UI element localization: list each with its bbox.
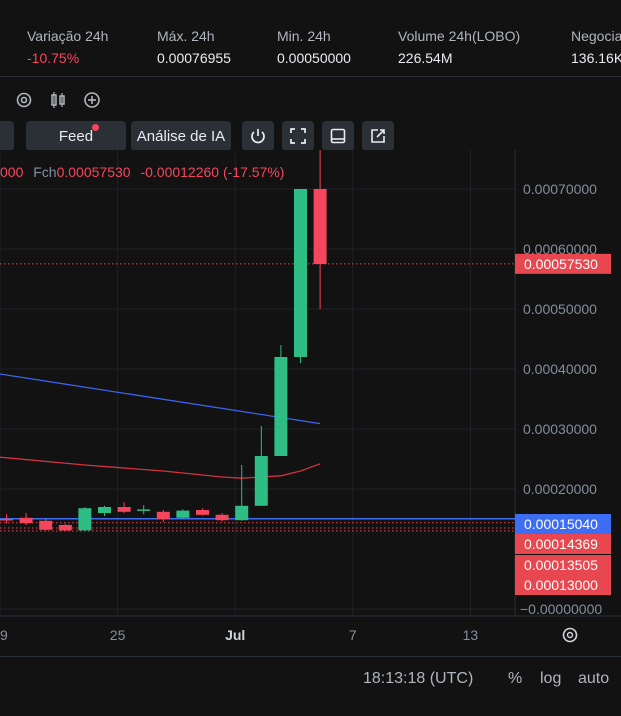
share-button[interactable] bbox=[362, 121, 394, 151]
fullscreen-button[interactable] bbox=[282, 121, 314, 151]
candle-body bbox=[215, 514, 229, 521]
y-tick-label: 0.00070000 bbox=[523, 181, 597, 197]
axis-settings-icon bbox=[562, 627, 578, 643]
candle-body bbox=[39, 520, 53, 530]
candle-body bbox=[137, 509, 151, 511]
legend-close-key: Fch bbox=[33, 164, 57, 180]
candle-body bbox=[0, 519, 13, 521]
fullscreen-icon bbox=[290, 128, 306, 144]
ma-line-blue bbox=[0, 373, 321, 425]
candle-body bbox=[313, 189, 327, 264]
price-tag-label: 0.00014369 bbox=[524, 536, 598, 552]
x-tick-label: 7 bbox=[349, 627, 357, 643]
x-tick-label: 19 bbox=[0, 627, 8, 643]
stat-value: 0.00076955 bbox=[157, 50, 231, 66]
feed-button[interactable]: Feed bbox=[26, 121, 126, 151]
utc-time: 18:13:18 (UTC) bbox=[363, 670, 474, 687]
stat-label: Variação 24h bbox=[27, 28, 109, 44]
y-tick-label: 0.00060000 bbox=[523, 241, 597, 257]
x-tick-label: 13 bbox=[463, 627, 479, 643]
ma-line-red bbox=[0, 456, 321, 479]
market-stats-bar: Variação 24h -10.75% Máx. 24h 0.00076955… bbox=[0, 0, 621, 77]
feed-label: Feed bbox=[58, 127, 94, 145]
legend-prev-fragment: 000 bbox=[0, 164, 24, 180]
ai-analysis-button[interactable]: Análise de IA bbox=[131, 121, 231, 151]
x-tick-label: 25 bbox=[110, 627, 126, 643]
settings-icon[interactable] bbox=[12, 88, 36, 112]
stat-volume-24h: Volume 24h(LOBO) 226.54M bbox=[398, 28, 520, 66]
legend-close-value: 0.00057530 bbox=[56, 164, 131, 180]
candle-body bbox=[294, 189, 307, 357]
candle-body bbox=[235, 505, 249, 521]
price-tag bbox=[515, 534, 611, 554]
chart-toolbar: Feed Análise de IA bbox=[0, 121, 621, 151]
stat-value: -10.75% bbox=[27, 50, 80, 66]
candle-body bbox=[156, 511, 170, 519]
stat-low-24h: Min. 24h 0.00050000 bbox=[277, 28, 351, 66]
candles-icon[interactable] bbox=[46, 88, 70, 112]
candle-body bbox=[19, 517, 33, 524]
stat-value: 226.54M bbox=[398, 50, 453, 66]
y-tick-label: 0.00050000 bbox=[523, 301, 597, 317]
y-tick-label: −0.00000000 bbox=[520, 601, 602, 617]
candle-body bbox=[117, 507, 131, 512]
share-icon bbox=[371, 129, 385, 143]
auto-toggle[interactable]: auto bbox=[578, 670, 610, 687]
stat-change-24h: Variação 24h -10.75% bbox=[27, 28, 108, 66]
power-icon bbox=[251, 129, 265, 144]
candle-body bbox=[274, 357, 288, 456]
price-tag-label: 0.00015040 bbox=[524, 516, 598, 532]
refresh-button[interactable] bbox=[242, 121, 274, 151]
panel-icon bbox=[330, 128, 346, 144]
stat-label: Min. 24h bbox=[277, 28, 331, 44]
stat-label: Máx. 24h bbox=[157, 28, 215, 44]
price-chart[interactable]: 0.00070000 0.00060000 0.00050000 0.00040000… bbox=[0, 150, 621, 656]
add-indicator-icon[interactable] bbox=[80, 88, 104, 112]
y-tick-label: 0.00020000 bbox=[523, 481, 597, 497]
axis-settings-icon-inner bbox=[566, 631, 574, 639]
stat-value: 0.00050000 bbox=[277, 50, 351, 66]
price-tag-label: 0.00013000 bbox=[524, 577, 598, 593]
percent-toggle[interactable]: % bbox=[508, 670, 523, 687]
y-tick-label: 0.00030000 bbox=[523, 421, 597, 437]
stat-label: Volume 24h(LOBO) bbox=[398, 28, 521, 44]
price-tag bbox=[515, 555, 611, 575]
chart-footer: 18:13:18 (UTC) % log auto bbox=[0, 656, 621, 697]
stat-high-24h: Máx. 24h 0.00076955 bbox=[157, 28, 231, 66]
candle-body bbox=[98, 507, 111, 513]
price-tag-label: 0.00013505 bbox=[524, 557, 598, 573]
notification-dot bbox=[92, 124, 99, 131]
candle-body bbox=[78, 508, 92, 531]
x-tick-label: Jul bbox=[225, 627, 245, 643]
stat-label: Negocia bbox=[571, 28, 621, 44]
price-tag bbox=[515, 575, 611, 595]
candle-body bbox=[196, 510, 209, 515]
price-tag bbox=[515, 253, 611, 274]
legend-change: -0.00012260 (-17.57%) bbox=[140, 164, 285, 180]
ai-analysis-label: Análise de IA bbox=[136, 127, 226, 145]
stat-value: 136.16K bbox=[571, 50, 621, 66]
log-toggle[interactable]: log bbox=[540, 670, 562, 687]
chart-tools bbox=[12, 88, 104, 112]
layout-button[interactable] bbox=[322, 121, 354, 151]
candle-body bbox=[254, 456, 268, 506]
candle-body bbox=[176, 510, 190, 518]
price-tag bbox=[515, 514, 611, 534]
y-tick-label: 0.00040000 bbox=[523, 361, 597, 377]
stat-trades: Negocia 136.16K bbox=[571, 28, 621, 66]
candle-body bbox=[58, 525, 72, 531]
price-tag-label: 0.00057530 bbox=[524, 256, 598, 272]
timeframe-button[interactable] bbox=[0, 121, 14, 151]
ohlc-legend: 000 Fch0.00057530 -0.00012260 (-17.57%) bbox=[0, 164, 284, 180]
